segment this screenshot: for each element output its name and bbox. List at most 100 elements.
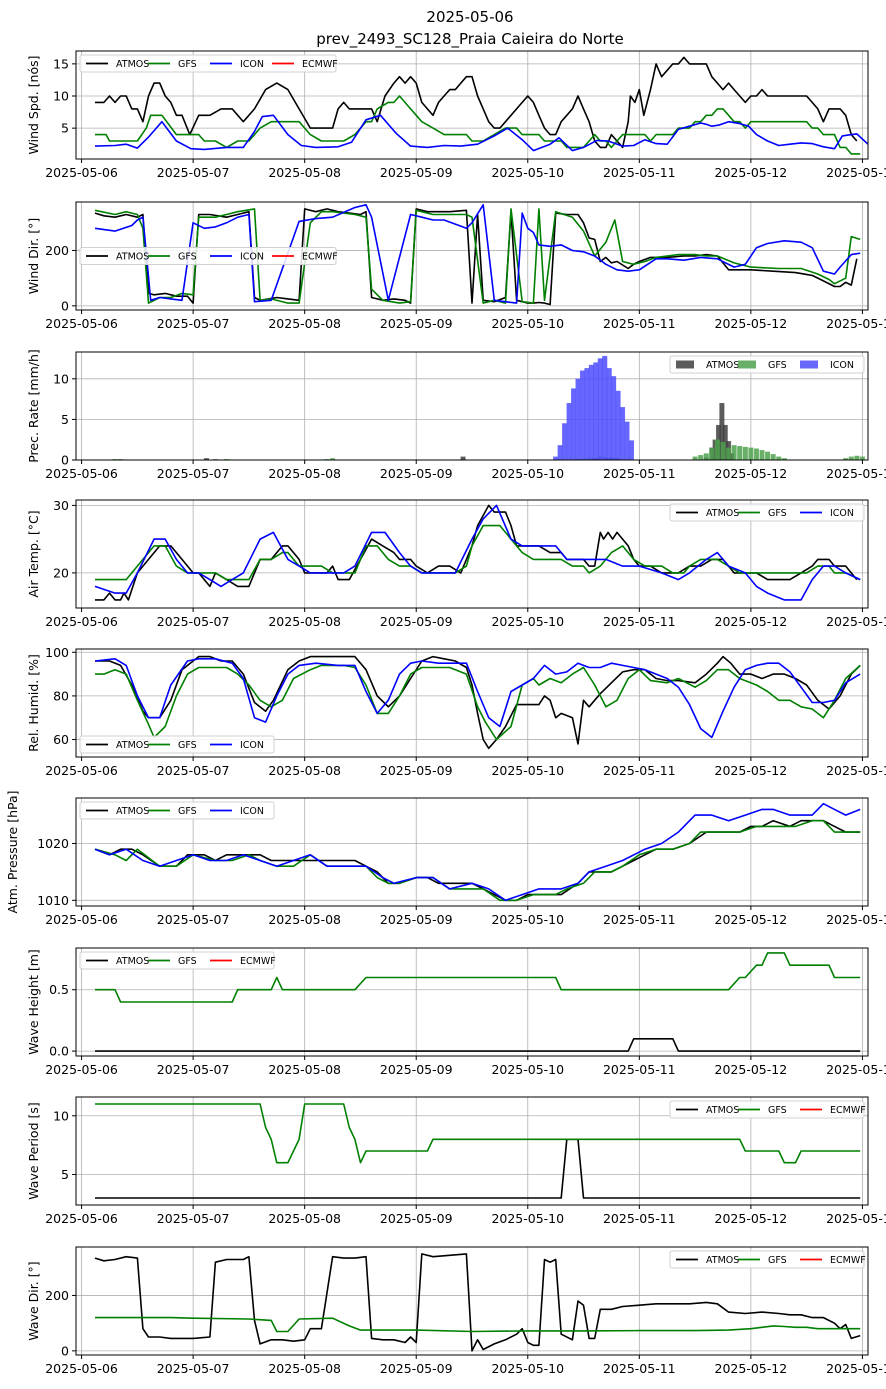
x-tick-label: 2025-05-07 — [157, 165, 230, 180]
y-tick-label: 5 — [61, 121, 69, 136]
plot-area — [94, 56, 868, 155]
legend-label: ATMOS — [116, 956, 149, 967]
x-tick-label: 2025-05-11 — [603, 1211, 676, 1226]
plot-area — [94, 802, 861, 902]
chart-panel: 2025-05-06 2025-05-07 2025-05-08 2025-05-09… — [26, 1246, 886, 1376]
x-tick-label: 2025-05-08 — [268, 912, 341, 927]
legend-swatch — [800, 360, 818, 369]
x-tick-label: 2025-05-12 — [715, 466, 788, 481]
precip-bar-icon — [584, 368, 590, 460]
y-tick-label: 5 — [61, 1167, 69, 1182]
x-tick-label: 2025-05-11 — [603, 316, 676, 331]
y-tick-label: 20 — [53, 565, 69, 580]
x-tick-label: 2025-05-12 — [715, 165, 788, 180]
plot-area — [95, 1103, 861, 1199]
x-tick-label: 2025-05-09 — [380, 316, 453, 331]
x-tick-label: 2025-05-13 — [826, 466, 886, 481]
legend-label: GFS — [768, 1105, 787, 1116]
panels: 2025-05-06 2025-05-07 2025-05-08 2025-05-09… — [5, 50, 886, 1376]
x-tick-label: 2025-05-07 — [157, 1062, 230, 1077]
y-tick-label: 0 — [61, 1343, 69, 1358]
y-axis-label: Atm. Pressure [hPa] — [5, 790, 20, 913]
y-tick-label: 200 — [45, 243, 69, 258]
legend: ATMOS GFS ECMWF — [79, 951, 276, 970]
plot-area — [94, 655, 861, 750]
x-tick-label: 2025-05-08 — [268, 466, 341, 481]
chart-panel: 2025-05-06 2025-05-07 2025-05-08 2025-05-09… — [5, 790, 886, 927]
x-tick-label: 2025-05-11 — [603, 466, 676, 481]
legend-label: ICON — [240, 806, 264, 817]
axes-frame — [75, 947, 869, 1057]
x-tick-label: 2025-05-11 — [603, 1361, 676, 1376]
precip-bar-gfs — [748, 447, 754, 460]
x-tick-label: 2025-05-12 — [715, 763, 788, 778]
precip-bar-icon — [597, 358, 603, 460]
x-tick-label: 2025-05-09 — [380, 466, 453, 481]
legend-label: ECMWF — [830, 1255, 866, 1266]
legend-label: ECMWF — [302, 252, 338, 263]
legend-label: ICON — [830, 508, 854, 519]
legend-label: GFS — [178, 806, 197, 817]
legend: ATMOS GFS ICON ECMWF — [79, 54, 338, 73]
chart-panel: 2025-05-06 2025-05-07 2025-05-08 2025-05-09… — [26, 349, 886, 481]
y-tick-label: 15 — [53, 56, 69, 71]
x-tick-label: 2025-05-06 — [45, 165, 118, 180]
x-tick-label: 2025-05-06 — [45, 614, 118, 629]
chart-panel: 2025-05-06 2025-05-07 2025-05-08 2025-05-09… — [26, 1096, 886, 1226]
y-tick-label: 200 — [45, 1288, 69, 1303]
y-tick-label: 60 — [53, 732, 69, 747]
precip-bar-gfs — [859, 456, 865, 460]
precip-bar-icon — [620, 407, 626, 460]
legend-label: ICON — [240, 59, 264, 70]
y-axis-label: Wind Spd. [nós] — [26, 56, 41, 155]
legend-label: ATMOS — [116, 806, 149, 817]
precip-bar-icon — [593, 362, 599, 460]
x-tick-label: 2025-05-07 — [157, 614, 230, 629]
axes-frame — [75, 499, 869, 609]
precip-bar-icon — [566, 403, 572, 460]
x-tick-label: 2025-05-07 — [157, 316, 230, 331]
y-tick-label: 10 — [53, 89, 69, 104]
x-tick-label: 2025-05-07 — [157, 1361, 230, 1376]
legend-label: ATMOS — [706, 360, 739, 371]
series-line-gfs — [94, 819, 861, 902]
y-axis-label: Wave Height [m] — [26, 949, 41, 1055]
x-tick-label: 2025-05-09 — [380, 1211, 453, 1226]
legend-label: GFS — [178, 956, 197, 967]
series-line-gfs — [95, 1316, 861, 1333]
x-tick-label: 2025-05-12 — [715, 316, 788, 331]
precip-bar-gfs — [720, 441, 726, 460]
axes-frame — [75, 1246, 869, 1356]
series-line-icon — [94, 114, 868, 152]
legend-swatch — [676, 360, 694, 369]
legend-label: GFS — [178, 740, 197, 751]
x-tick-label: 2025-05-07 — [157, 466, 230, 481]
y-tick-label: 1020 — [37, 836, 69, 851]
y-tick-label: 5 — [61, 412, 69, 427]
series-line-atmos — [95, 56, 858, 149]
series-line-gfs — [95, 95, 861, 155]
legend-label: GFS — [178, 59, 197, 70]
legend: ATMOS GFS ICON — [79, 735, 275, 754]
x-tick-label: 2025-05-08 — [268, 1211, 341, 1226]
x-tick-label: 2025-05-11 — [603, 1062, 676, 1077]
x-tick-label: 2025-05-11 — [603, 912, 676, 927]
precip-bar-gfs — [848, 456, 854, 460]
x-tick-label: 2025-05-09 — [380, 1361, 453, 1376]
y-axis-label: Rel. Humid. [%] — [26, 654, 41, 752]
precip-bar-gfs — [854, 455, 860, 460]
x-tick-label: 2025-05-13 — [826, 1062, 886, 1077]
x-tick-label: 2025-05-13 — [826, 316, 886, 331]
precip-bar-icon — [624, 421, 630, 460]
x-tick-label: 2025-05-06 — [45, 912, 118, 927]
precip-bar-gfs — [765, 451, 771, 460]
legend-box — [79, 801, 275, 820]
precip-bar-gfs — [776, 456, 782, 460]
legend: ATMOS GFS ICON — [669, 503, 865, 522]
precip-bar-icon — [629, 440, 634, 460]
x-tick-label: 2025-05-06 — [45, 466, 118, 481]
x-tick-label: 2025-05-08 — [268, 614, 341, 629]
x-tick-label: 2025-05-06 — [45, 1062, 118, 1077]
x-tick-label: 2025-05-06 — [45, 316, 118, 331]
legend-label: ICON — [830, 360, 854, 371]
